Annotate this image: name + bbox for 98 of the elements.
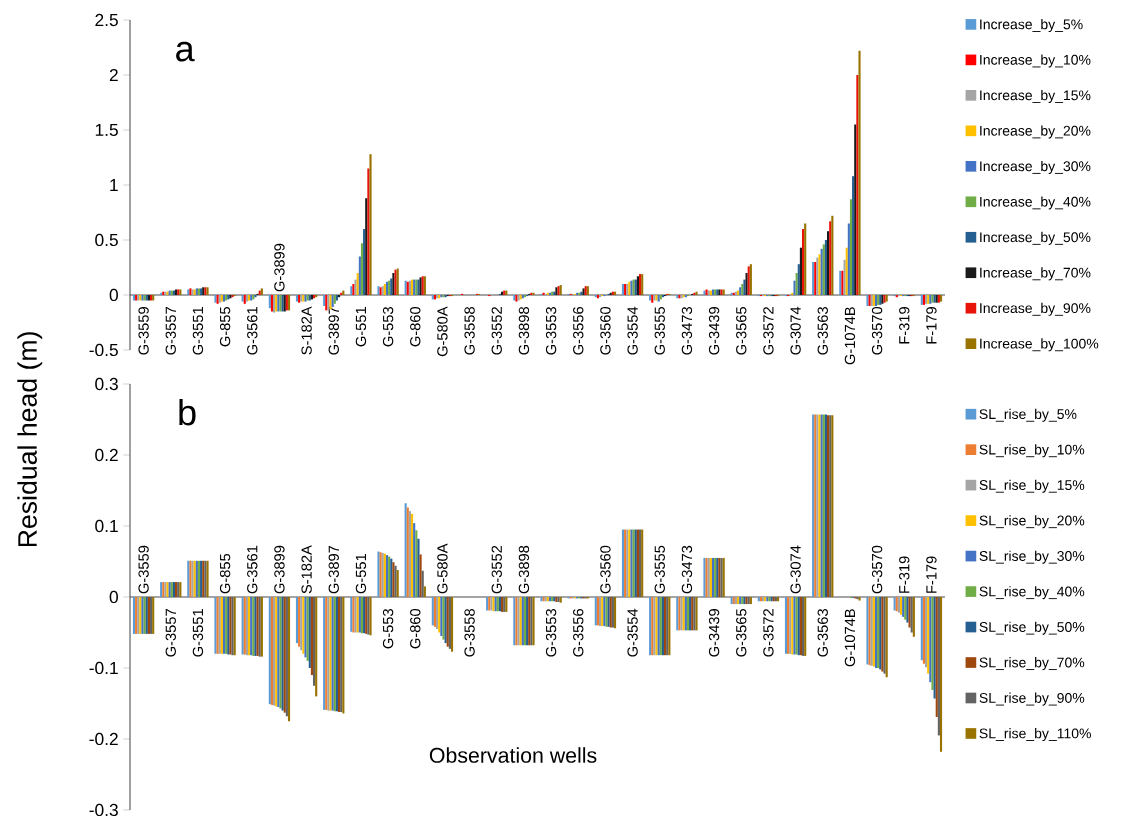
x-tick-label: G-3552 [491,307,502,355]
x-tick-label: G-3563 [817,609,828,657]
x-tick-label: G-3552 [491,545,502,594]
y-tick-label: 0.1 [95,519,118,533]
x-tick-label: G-3557 [165,609,176,657]
legend-label: SL_rise_by_70% [979,657,1085,671]
legend-label: Increase_by_5% [980,19,1083,33]
x-tick-label: G-1074B [844,609,856,667]
chart-title: a [176,41,195,62]
y-tick-label: 1.5 [95,123,118,137]
y-tick-label: 2 [109,68,118,82]
x-tick-label: G-3554 [627,306,638,355]
x-tick-label: G-3572 [763,609,774,657]
x-tick-label: G-3439 [708,307,720,355]
x-tick-label: S-182A [301,306,312,355]
x-tick-label: G-3570 [871,545,883,594]
x-tick-label: F-319 [899,307,910,344]
x-tick-label: G-3561 [247,545,258,594]
legend-label: SL_rise_by_110% [979,728,1091,742]
x-tick-label: G-3898 [518,545,530,594]
x-tick-label: G-580A [437,543,448,594]
x-tick-label: G-3899 [274,545,285,594]
x-tick-label: G-3556 [573,307,584,355]
x-tick-label: G-3553 [545,307,557,355]
x-tick-label: G-3561 [247,307,258,355]
x-tick-label: G-3565 [736,307,747,355]
x-tick-label: G-551 [355,307,367,347]
x-tick-label: G-3074 [790,545,801,594]
legend-label: SL_rise_by_15% [979,479,1085,493]
y-tick-label: -0.3 [89,803,118,817]
legend-label: SL_rise_by_10% [979,444,1085,458]
legend-label: Increase_by_40% [980,196,1091,210]
x-tick-label: G-553 [382,609,394,649]
legend-label: Increase_by_20% [980,125,1091,139]
x-tick-label: G-3559 [138,545,149,594]
chart-title: b [179,398,196,426]
legend-label: SL_rise_by_50% [979,621,1085,635]
x-tick-label: G-3559 [138,307,149,355]
x-tick-label: G-860 [410,306,421,347]
x-tick-label: F-319 [899,556,910,593]
x-tick-label: F-179 [926,307,937,344]
legend-label: SL_rise_by_5% [979,408,1077,422]
x-tick-label: G-3897 [328,307,339,355]
y-tick-label: -0.2 [89,732,118,746]
x-tick-label: G-855 [219,553,231,594]
y-tick-label: 2.5 [95,13,118,27]
legend-label: Increase_by_15% [980,89,1091,103]
x-tick-label: G-3565 [736,609,747,657]
legend-label: SL_rise_by_40% [979,586,1085,600]
x-tick-label: G-3898 [518,307,530,355]
legend-label: SL_rise_by_20% [979,515,1085,529]
x-tick-label: G-551 [355,554,367,594]
x-tick-label: G-3556 [573,609,584,657]
x-tick-label: G-3473 [681,545,693,594]
legend-label: Increase_by_90% [980,302,1091,316]
y-tick-label: 0.3 [95,377,118,391]
x-tick-label: G-3563 [817,307,828,355]
legend-label: SL_rise_by_30% [979,550,1085,564]
x-tick-label: G-3473 [681,307,693,355]
x-tick-label: G-3558 [464,307,475,355]
x-tick-label: G-3554 [627,608,638,657]
y-tick-label: 0.2 [95,448,118,462]
y-tick-label: 0.5 [95,233,118,247]
x-tick-label: G-3074 [790,306,801,355]
x-tick-label: G-3551 [192,609,204,657]
x-tick-label: G-3570 [871,306,883,355]
x-tick-label: G-580A [437,306,448,357]
y-axis-title: Residual head (m) [17,332,43,547]
x-tick-label: G-3439 [708,609,720,657]
x-tick-label: G-3572 [763,307,774,355]
y-tick-label: 0 [109,590,118,604]
legend-label: SL_rise_by_90% [979,692,1085,706]
x-tick-label: G-3558 [464,609,475,657]
legend-label: Increase_by_30% [980,160,1091,174]
x-tick-label: G-3551 [192,307,204,355]
x-tick-label: G-860 [410,608,421,649]
x-tick-label: G-3897 [328,545,339,594]
x-tick-label: G-3555 [654,545,665,594]
x-tick-label: G-855 [219,307,231,347]
x-tick-label: G-3560 [600,545,611,594]
x-tick-label: G-3560 [600,306,611,355]
x-tick-label: G-3899 [274,243,285,292]
x-tick-label: F-179 [926,556,937,593]
legend-label: Increase_by_100% [980,338,1099,352]
x-axis-title: Observation wells [429,747,597,763]
x-tick-label: G-3557 [165,307,176,355]
legend-label: Increase_by_10% [980,54,1091,68]
y-tick-label: 0 [109,288,118,302]
x-tick-label: G-553 [382,307,394,347]
x-tick-label: S-182A [301,545,312,594]
legend-label: Increase_by_70% [980,267,1091,281]
y-tick-label: 1 [110,179,118,191]
legend-label: Increase_by_50% [980,231,1091,245]
y-tick-label: -0.5 [89,343,118,357]
y-tick-label: -0.1 [89,661,118,675]
x-tick-label: G-3555 [654,307,665,355]
x-tick-label: G-1074B [844,307,856,365]
x-tick-label: G-3553 [545,609,557,657]
